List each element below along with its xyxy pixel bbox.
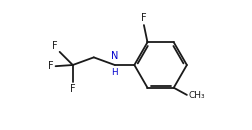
Text: N: N [111, 51, 118, 61]
Text: F: F [48, 61, 54, 71]
Text: H: H [111, 68, 118, 77]
Text: CH₃: CH₃ [188, 91, 205, 100]
Text: F: F [70, 84, 76, 94]
Text: F: F [141, 13, 147, 23]
Text: F: F [52, 41, 58, 51]
